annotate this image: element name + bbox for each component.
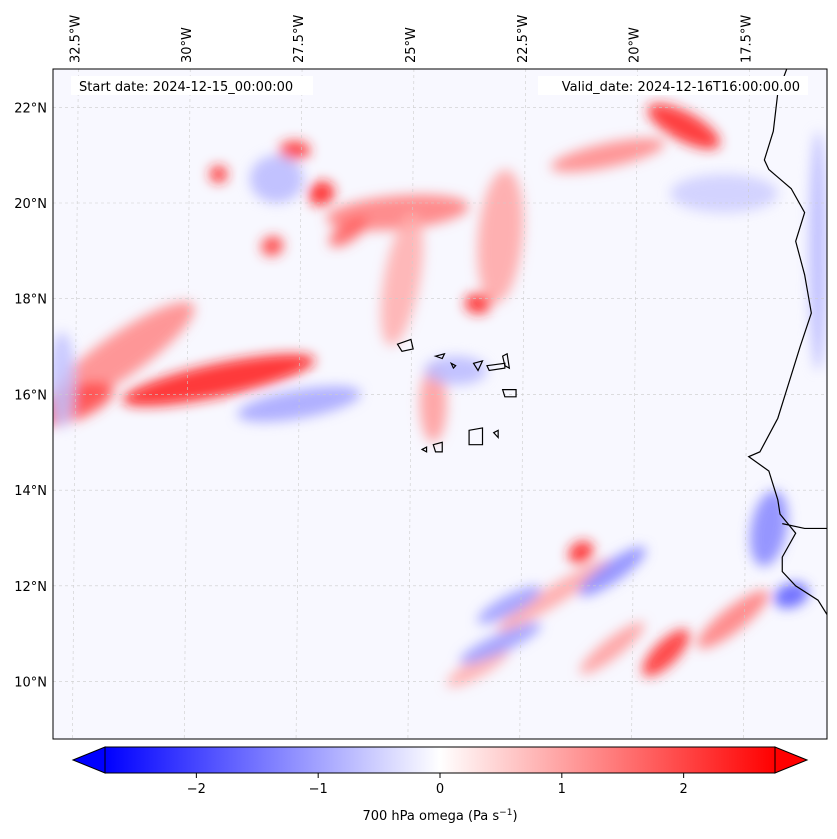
omega-feature bbox=[380, 213, 424, 346]
colorbar: −2 −1 0 1 2 700 hPa omega (Pa s−1) bbox=[71, 746, 809, 824]
island-outline bbox=[468, 427, 484, 446]
omega-field bbox=[53, 103, 827, 687]
longitude-tick-label: 17.5°W bbox=[739, 15, 754, 63]
island-outline bbox=[486, 362, 506, 372]
omega-feature bbox=[53, 332, 76, 428]
island-outline bbox=[420, 446, 428, 453]
map-panel: Start date: 2024-12-15_00:00:00 Valid_da… bbox=[14, 15, 828, 740]
meridian-line bbox=[295, 69, 303, 739]
meridian-line bbox=[519, 69, 527, 739]
omega-feature bbox=[261, 236, 284, 256]
longitude-tick-label: 22.5°W bbox=[516, 15, 531, 63]
longitude-tick-label: 32.5°W bbox=[68, 15, 83, 63]
omega-feature bbox=[477, 586, 542, 624]
omega-feature bbox=[53, 301, 195, 411]
island-outline bbox=[492, 429, 499, 440]
longitude-tick-label: 30°W bbox=[180, 27, 195, 63]
omega-feature bbox=[464, 292, 492, 315]
meridian-line bbox=[743, 69, 750, 739]
colorbar-tick-label: 0 bbox=[436, 782, 444, 797]
omega-feature bbox=[550, 138, 665, 172]
omega-feature bbox=[809, 131, 827, 371]
longitude-tick-label: 25°W bbox=[404, 27, 419, 63]
omega-feature bbox=[249, 155, 304, 203]
omega-feature bbox=[670, 174, 778, 213]
omega-feature bbox=[579, 622, 645, 674]
longitude-tick-labels: 32.5°W 30°W 27.5°W 25°W 22.5°W 20°W 17.5°W bbox=[68, 15, 754, 63]
island-outline bbox=[432, 441, 443, 453]
map-frame bbox=[52, 68, 828, 740]
island-outline bbox=[396, 338, 414, 353]
colorbar-max-extend bbox=[774, 746, 809, 774]
island-outline bbox=[433, 352, 446, 360]
omega-feature bbox=[209, 165, 228, 183]
meridian-line bbox=[631, 69, 638, 739]
coastline-segment bbox=[747, 69, 827, 615]
omega-feature bbox=[237, 386, 361, 422]
colorbar-label: 700 hPa omega (Pa s−1) bbox=[362, 808, 517, 824]
latitude-tick-label: 10°N bbox=[14, 676, 47, 691]
latitude-tick-label: 16°N bbox=[14, 388, 47, 403]
omega-feature bbox=[419, 365, 447, 443]
latitude-tick-label: 18°N bbox=[14, 293, 47, 308]
colorbar-tick-label: 1 bbox=[558, 782, 566, 797]
omega-feature bbox=[647, 103, 721, 150]
coastline-segment bbox=[782, 523, 827, 530]
cape-verde-islands bbox=[396, 338, 517, 453]
omega-feature bbox=[308, 181, 335, 206]
coastline bbox=[747, 69, 827, 615]
omega-feature bbox=[496, 558, 612, 632]
omega-feature bbox=[750, 490, 788, 567]
meridian-line bbox=[407, 69, 415, 739]
colorbar-tick-label: −2 bbox=[187, 782, 206, 797]
valid-label-box bbox=[538, 76, 808, 95]
graticule bbox=[53, 69, 827, 739]
island-outline bbox=[472, 360, 484, 372]
valid-date-label: Valid_date: 2024-12-16T16:00:00.00 bbox=[562, 80, 800, 95]
latitude-tick-labels: 22°N 20°N 18°N 16°N 14°N 12°N 10°N bbox=[14, 101, 47, 690]
omega-feature bbox=[122, 353, 315, 407]
omega-feature bbox=[578, 546, 646, 597]
latitude-tick-label: 22°N bbox=[14, 101, 47, 116]
omega-feature bbox=[329, 216, 368, 247]
latitude-tick-label: 20°N bbox=[14, 197, 47, 212]
omega-feature bbox=[424, 356, 487, 385]
island-outline bbox=[501, 389, 517, 398]
omega-feature bbox=[697, 590, 770, 649]
omega-feature bbox=[642, 629, 690, 677]
colorbar-ticks: −2 −1 0 1 2 bbox=[187, 773, 688, 797]
omega-feature bbox=[568, 540, 594, 564]
omega-feature bbox=[459, 622, 542, 665]
colorbar-tick-label: 2 bbox=[679, 782, 687, 797]
meridian-line bbox=[183, 69, 191, 739]
start-label-box bbox=[71, 76, 313, 95]
meridian-line bbox=[72, 69, 79, 739]
colorbar-gradient bbox=[104, 746, 776, 774]
island-outline bbox=[501, 352, 511, 370]
latitude-tick-label: 14°N bbox=[14, 484, 47, 499]
colorbar-min-extend bbox=[71, 746, 106, 774]
latitude-tick-label: 12°N bbox=[14, 580, 47, 595]
start-date-label: Start date: 2024-12-15_00:00:00 bbox=[79, 80, 293, 95]
island-outline bbox=[449, 361, 457, 370]
omega-feature bbox=[278, 140, 311, 160]
longitude-tick-label: 20°W bbox=[628, 27, 643, 63]
omega-feature bbox=[446, 647, 510, 687]
colorbar-tick-label: −1 bbox=[309, 782, 328, 797]
longitude-tick-label: 27.5°W bbox=[292, 15, 307, 63]
